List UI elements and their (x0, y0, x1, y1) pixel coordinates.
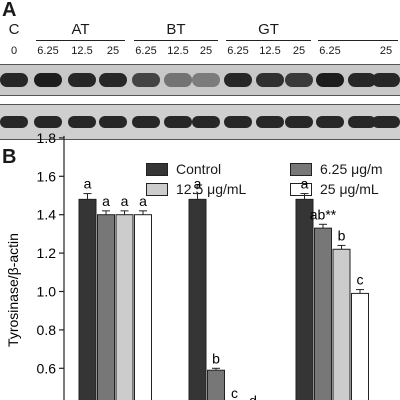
bar-gt-1 (314, 227, 332, 400)
lane-group-bt: BT (166, 21, 186, 38)
significance-label: a (194, 176, 202, 192)
legend-swatch-25 (290, 183, 312, 196)
significance-label: b (338, 227, 346, 243)
lane-label: 6.25 (37, 45, 59, 57)
bar-at-2 (115, 214, 134, 400)
legend-swatch-control (146, 163, 168, 176)
actin-blot (0, 104, 400, 140)
lane-label: 0 (10, 45, 18, 57)
blot-band (68, 73, 96, 87)
bar-at-1 (97, 214, 115, 400)
significance-label: a (121, 193, 129, 209)
lane-label: 25 (379, 45, 393, 57)
blot-band (224, 116, 252, 128)
lane-label: 6.25 (135, 45, 157, 57)
blot-band (256, 116, 284, 128)
legend-label-25: 25 μg/mL (320, 181, 379, 197)
blot-band (316, 116, 344, 128)
significance-label: a (102, 193, 110, 209)
lane-group-line (318, 40, 398, 41)
bar-bt-0 (188, 198, 207, 400)
lane-group-at: AT (71, 21, 90, 38)
significance-label: ab** (310, 206, 337, 222)
significance-label: d (249, 393, 257, 400)
lane-label: 25 (199, 45, 213, 57)
bar-gt-3 (351, 292, 369, 400)
tyrosinase-blot (0, 64, 400, 96)
panel-b-letter: B (2, 146, 17, 168)
blot-band (34, 73, 62, 87)
blot-band (0, 116, 28, 128)
lane-label: 12.5 (259, 45, 281, 57)
blot-band (132, 116, 160, 128)
blot-band (256, 73, 284, 87)
y-tick-label: 1.0 (37, 284, 57, 300)
blot-band (372, 73, 400, 87)
bar-bt-1 (207, 369, 225, 400)
legend-label-12-5: 12.5 μg/mL (176, 181, 247, 197)
y-tick-label: 1.4 (37, 207, 57, 223)
y-axis-label: Tyrosinase/β-actin (5, 233, 21, 347)
blot-band (285, 73, 313, 87)
panel-a-letter: A (2, 0, 17, 21)
blot-band (348, 116, 376, 128)
blot-band (164, 116, 192, 128)
blot-band (132, 73, 160, 87)
y-tick-label: 1.6 (37, 168, 57, 184)
legend-swatch-6-25 (290, 163, 312, 176)
blot-band (34, 116, 62, 128)
significance-label: a (84, 176, 92, 192)
bar-gt-0 (295, 198, 314, 400)
lane-label: 25 (106, 45, 120, 57)
bar-at-3 (134, 214, 152, 400)
blot-band (316, 73, 344, 87)
significance-label: c (231, 385, 238, 400)
blot-band (285, 116, 313, 128)
lane-label: 12.5 (167, 45, 189, 57)
legend-label-6-25: 6.25 μg/m (320, 161, 383, 177)
blot-band (68, 116, 96, 128)
legend-label-control: Control (176, 161, 222, 177)
lane-group-c: C (8, 21, 20, 38)
y-tick-label: 0.8 (37, 322, 57, 338)
blot-band (192, 116, 220, 128)
blot-band (372, 116, 400, 128)
blot-band (348, 73, 376, 87)
lane-label: 6.25 (227, 45, 249, 57)
blot-band (0, 73, 28, 87)
blot-band (99, 73, 127, 87)
y-tick-label: 0.4 (37, 399, 57, 400)
bar-gt-2 (332, 248, 351, 400)
lane-label: 25 (292, 45, 306, 57)
lane-label: 12.5 (71, 45, 93, 57)
lane-group-gt: GT (258, 21, 279, 38)
significance-label: a (301, 176, 309, 192)
y-tick-label: 1.8 (37, 130, 57, 146)
lane-label: 6.25 (319, 45, 341, 57)
legend-swatch-12-5 (146, 183, 168, 196)
blot-band (224, 73, 252, 87)
lane-group-line (134, 40, 218, 41)
significance-label: b (212, 350, 220, 366)
blot-band (164, 73, 192, 87)
blot-band (192, 73, 220, 87)
lane-group-line (36, 40, 125, 41)
bar-at-0 (78, 198, 97, 400)
y-tick-label: 0.6 (37, 360, 57, 376)
y-tick-label: 1.2 (37, 245, 57, 261)
lane-group-line (226, 40, 311, 41)
significance-label: c (357, 272, 364, 288)
blot-band (99, 116, 127, 128)
significance-label: a (139, 193, 147, 209)
